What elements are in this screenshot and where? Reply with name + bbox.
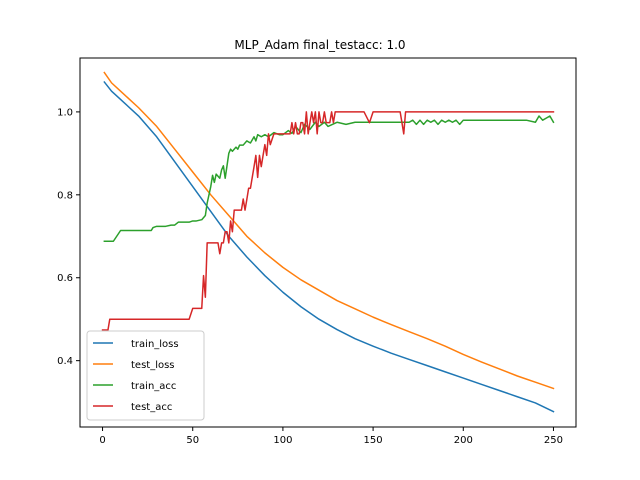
- x-tick-label: 0: [99, 435, 105, 446]
- y-tick-label: 0.8: [57, 190, 73, 201]
- legend-label-train-loss: train_loss: [131, 339, 179, 350]
- chart-title: MLP_Adam final_testacc: 1.0: [234, 38, 405, 52]
- y-tick-label: 0.4: [57, 356, 73, 367]
- series-line-train-loss: [103, 80, 555, 413]
- x-axis-ticks: 0 50 100 150 200 250: [99, 427, 563, 446]
- plot-area-frame: [79, 57, 577, 428]
- legend: train_loss test_loss train_acc test_acc: [86, 330, 205, 421]
- x-tick-label: 100: [273, 435, 292, 446]
- series-line-test-loss: [103, 71, 555, 390]
- series-layer: [101, 71, 555, 413]
- legend-label-train-acc: train_acc: [131, 381, 176, 392]
- x-tick-label: 250: [544, 435, 563, 446]
- y-tick-label: 1.0: [57, 107, 73, 118]
- series-line-test-acc: [101, 111, 555, 331]
- legend-label-test-loss: test_loss: [131, 360, 175, 371]
- x-tick-label: 150: [364, 435, 383, 446]
- x-tick-label: 50: [186, 435, 199, 446]
- legend-box: [86, 330, 205, 421]
- y-axis-ticks: 0.4 0.6 0.8 1.0: [57, 107, 80, 367]
- x-tick-label: 200: [454, 435, 473, 446]
- y-tick-label: 0.6: [57, 273, 73, 284]
- legend-label-test-acc: test_acc: [131, 402, 172, 413]
